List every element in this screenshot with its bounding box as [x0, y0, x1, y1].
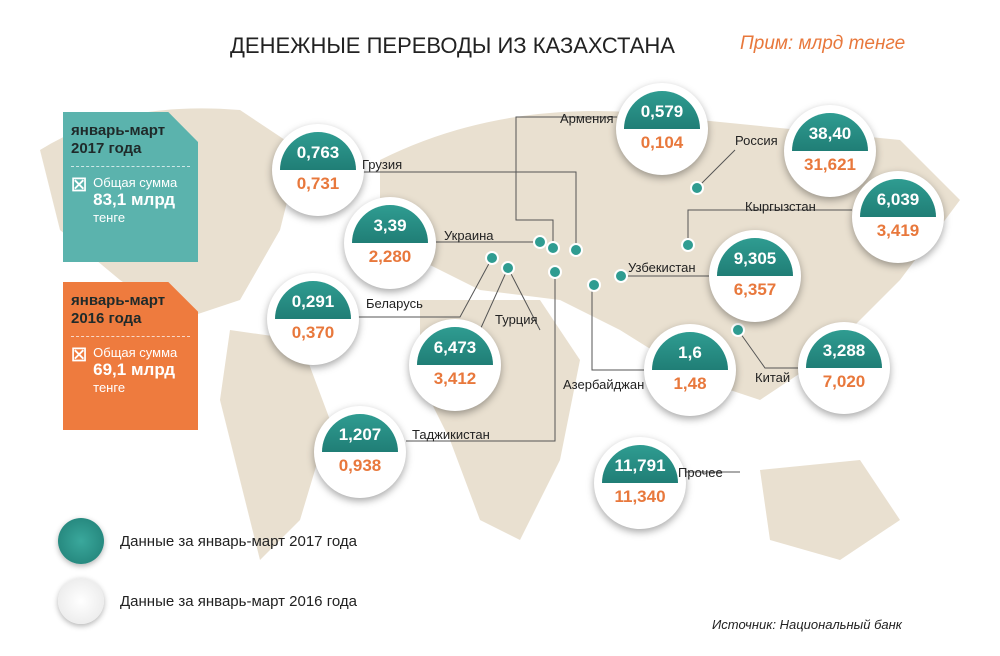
legend-label: Данные за январь-март 2016 года: [120, 592, 357, 610]
country-label: Азербайджан: [563, 377, 645, 392]
country-label: Россия: [735, 133, 778, 148]
bubble-9: 3,288 7,020: [798, 322, 890, 414]
bubble-10: 1,207 0,938: [314, 406, 406, 498]
value-2017: 38,40: [792, 113, 868, 151]
legend-2016: Данные за январь-март 2016 года: [58, 578, 357, 624]
value-2016: 3,419: [876, 221, 920, 240]
country-label: Прочее: [678, 465, 723, 480]
bubble-5: 9,305 6,357: [709, 230, 801, 322]
value-2017: 1,207: [322, 414, 398, 452]
bubble-0: 0,763 0,731: [272, 124, 364, 216]
value-2016: 31,621: [804, 155, 856, 174]
card-period: январь-март 2016 года: [71, 292, 166, 327]
card-unit: тенге: [93, 210, 126, 225]
bubble-11: 11,791 11,340: [594, 437, 686, 529]
country-label: Грузия: [362, 157, 403, 172]
bubble-6: 0,291 0,370: [267, 273, 359, 365]
value-2016: 0,104: [640, 133, 684, 152]
summary-card-2017: январь-март 2017 года ☒ Общая сумма 83,1…: [63, 112, 198, 262]
bubble-8: 1,6 1,48: [644, 324, 736, 416]
bubble-3: 6,039 3,419: [852, 171, 944, 263]
value-2016: 0,731: [296, 174, 340, 193]
value-2017: 0,291: [275, 281, 351, 319]
country-label: Узбекистан: [628, 260, 696, 275]
value-2017: 6,473: [417, 327, 493, 365]
document-icon: ☒: [71, 345, 88, 365]
value-2016: 3,412: [433, 369, 477, 388]
legend-2017: Данные за январь-март 2017 года: [58, 518, 357, 564]
value-2017: 9,305: [717, 238, 793, 276]
source-note: Источник: Национальный банк: [712, 617, 902, 632]
value-2017: 0,763: [280, 132, 356, 170]
value-2017: 0,579: [624, 91, 700, 129]
country-label: Кыргызстан: [745, 199, 816, 214]
bubble-4: 3,39 2,280: [344, 197, 436, 289]
country-label: Таджикистан: [412, 427, 490, 442]
bubble-2: 38,40 31,621: [784, 105, 876, 197]
legend-label: Данные за январь-март 2017 года: [120, 532, 357, 550]
value-2016: 11,340: [614, 487, 666, 506]
value-2016: 1,48: [673, 374, 707, 393]
card-label: Общая сумма: [93, 345, 178, 360]
units-note: Прим: млрд тенге: [740, 33, 906, 54]
document-icon: ☒: [71, 175, 88, 195]
country-label: Украина: [444, 228, 494, 243]
bubble-1: 0,579 0,104: [616, 83, 708, 175]
legend-white-swatch: [58, 578, 104, 624]
summary-card-2016: январь-март 2016 года ☒ Общая сумма 69,1…: [63, 282, 198, 430]
value-2016: 7,020: [822, 372, 866, 391]
value-2016: 6,357: [733, 280, 777, 299]
value-2016: 0,938: [338, 456, 382, 475]
card-sum: 83,1 млрд: [93, 190, 176, 209]
card-unit: тенге: [93, 380, 126, 395]
value-2016: 2,280: [368, 247, 412, 266]
value-2017: 3,39: [352, 205, 428, 243]
value-2017: 1,6: [652, 332, 728, 370]
value-2017: 6,039: [860, 179, 936, 217]
country-label: Турция: [495, 312, 538, 327]
card-period: январь-март 2017 года: [71, 122, 166, 157]
value-2017: 3,288: [806, 330, 882, 368]
value-2016: 0,370: [291, 323, 335, 342]
value-2017: 11,791: [602, 445, 678, 483]
card-sum: 69,1 млрд: [93, 360, 176, 379]
legend-teal-swatch: [58, 518, 104, 564]
page-title: ДЕНЕЖНЫЕ ПЕРЕВОДЫ ИЗ КАЗАХСТАНА: [230, 33, 675, 58]
card-label: Общая сумма: [93, 175, 178, 190]
country-label: Армения: [560, 111, 614, 126]
country-label: Беларусь: [366, 296, 423, 311]
country-label: Китай: [755, 370, 791, 385]
bubble-7: 6,473 3,412: [409, 319, 501, 411]
